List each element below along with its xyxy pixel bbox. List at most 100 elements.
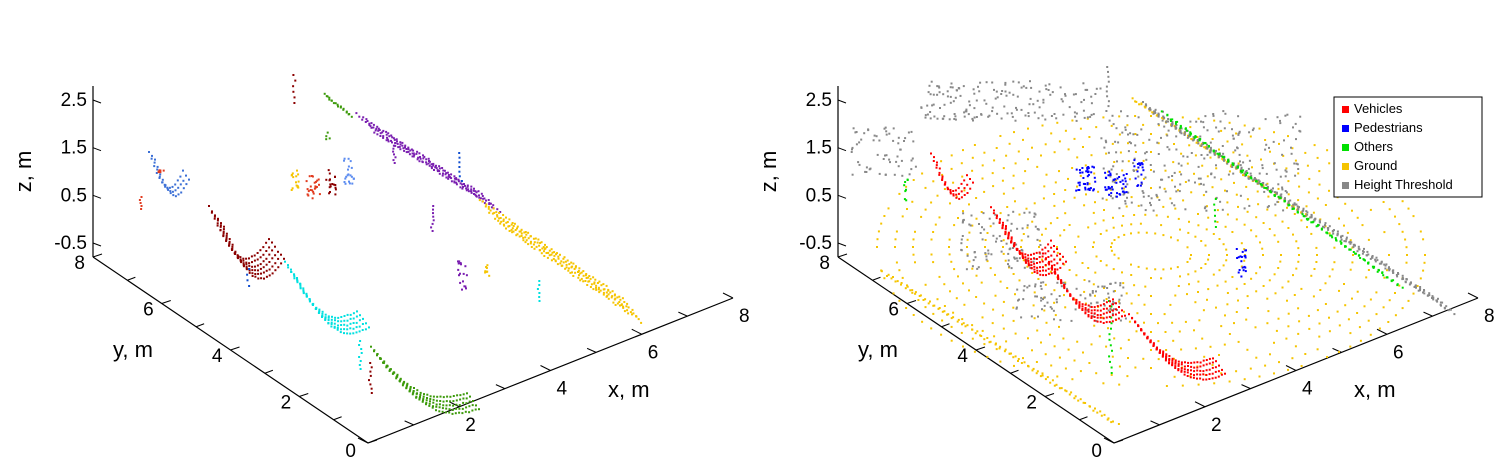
point [1109, 282, 1112, 285]
point [463, 285, 466, 288]
point [961, 221, 964, 224]
point [1107, 170, 1109, 173]
point [1012, 187, 1015, 190]
point [470, 191, 473, 194]
point [1090, 306, 1093, 308]
point [1284, 190, 1287, 192]
point [1119, 319, 1122, 322]
point [1132, 133, 1135, 136]
point [999, 218, 1001, 221]
point [1045, 88, 1048, 91]
point [1127, 150, 1130, 153]
point [582, 270, 585, 273]
point [1127, 133, 1129, 136]
point [1168, 359, 1171, 361]
point [851, 148, 853, 151]
point [1348, 248, 1351, 251]
point [1054, 270, 1056, 273]
y-tick-label: 2 [1026, 393, 1037, 414]
point [1108, 355, 1111, 358]
point [436, 395, 439, 398]
point [1246, 154, 1249, 157]
point [442, 169, 445, 172]
point [1029, 266, 1032, 269]
point [1176, 120, 1179, 123]
point [1319, 289, 1322, 291]
point [1078, 301, 1081, 304]
point [1071, 378, 1074, 381]
point [1007, 237, 1010, 240]
point [421, 161, 424, 164]
point [1110, 372, 1113, 374]
point [1194, 301, 1197, 304]
point [920, 215, 923, 218]
point [960, 162, 963, 165]
point [1257, 179, 1260, 182]
point [1144, 209, 1147, 212]
point [465, 397, 468, 400]
point [1147, 195, 1150, 198]
point [1206, 153, 1209, 156]
point [894, 238, 897, 241]
point [607, 289, 610, 292]
point [1004, 83, 1007, 86]
point [1113, 253, 1116, 256]
point [1044, 353, 1047, 356]
point [569, 271, 572, 274]
point [1108, 320, 1111, 323]
point [274, 269, 277, 272]
point [980, 335, 983, 337]
point [291, 172, 294, 175]
point [613, 294, 616, 297]
point [1378, 269, 1380, 272]
point [1174, 359, 1177, 362]
point [1173, 357, 1175, 360]
point [884, 173, 887, 176]
point [452, 404, 455, 407]
point [1022, 259, 1025, 262]
point [1160, 136, 1162, 139]
point [234, 253, 237, 255]
point [953, 118, 956, 120]
point [904, 137, 907, 140]
point [1035, 258, 1038, 260]
point [1371, 265, 1374, 268]
point [1255, 180, 1257, 183]
point [1112, 298, 1114, 301]
point [1012, 356, 1015, 359]
point [1168, 148, 1171, 151]
point [1036, 99, 1039, 102]
point [1214, 366, 1217, 369]
point [1053, 384, 1056, 387]
point [1255, 356, 1258, 359]
point [1214, 198, 1217, 200]
point [462, 280, 464, 283]
point [1036, 269, 1039, 272]
point [1275, 168, 1278, 171]
point [1079, 294, 1082, 297]
point [1170, 267, 1172, 270]
point [1036, 165, 1039, 168]
point [892, 127, 895, 130]
point [1157, 124, 1160, 127]
point [1431, 295, 1434, 298]
point [1064, 94, 1067, 97]
point [1423, 292, 1426, 295]
point [1127, 357, 1129, 359]
point [507, 225, 510, 228]
point [1350, 241, 1353, 244]
point [422, 397, 425, 400]
point [157, 171, 160, 174]
point [566, 259, 569, 262]
point [434, 166, 437, 169]
point [234, 250, 237, 253]
point [1103, 209, 1105, 211]
point [498, 217, 501, 220]
point [587, 276, 590, 279]
point [1375, 313, 1378, 316]
point [1215, 196, 1218, 199]
point [1189, 373, 1192, 376]
point [240, 261, 243, 264]
point [1186, 261, 1189, 263]
point [1216, 284, 1219, 287]
